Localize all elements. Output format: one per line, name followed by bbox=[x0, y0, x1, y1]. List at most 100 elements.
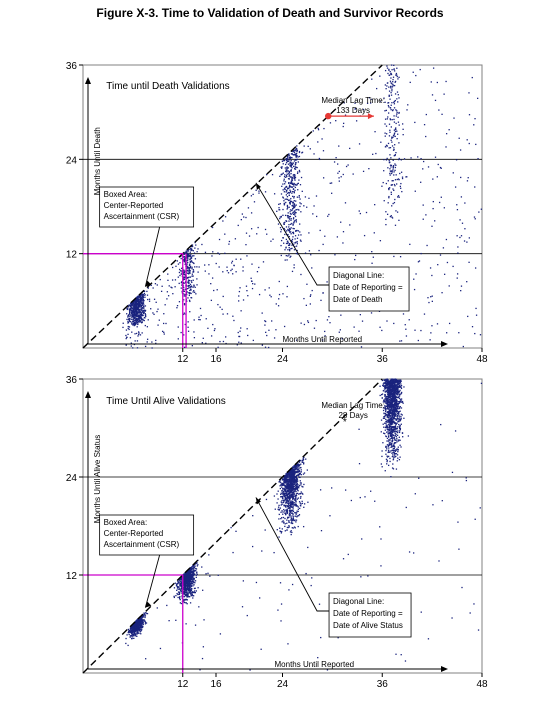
data-point bbox=[400, 340, 403, 342]
data-point bbox=[188, 292, 190, 294]
diagonal-text: Diagonal Line: bbox=[333, 271, 384, 280]
data-point bbox=[187, 321, 189, 323]
data-point bbox=[295, 503, 297, 505]
data-point bbox=[285, 474, 287, 476]
data-point bbox=[258, 190, 260, 192]
data-point bbox=[456, 235, 458, 237]
data-point bbox=[290, 500, 292, 502]
data-point bbox=[183, 251, 185, 254]
data-point bbox=[179, 598, 181, 601]
data-point bbox=[296, 492, 299, 495]
data-point bbox=[238, 290, 241, 293]
scatter-points bbox=[125, 378, 483, 671]
data-point bbox=[191, 574, 194, 577]
data-point bbox=[181, 595, 183, 597]
data-point bbox=[290, 182, 293, 185]
data-point bbox=[387, 116, 389, 118]
data-point bbox=[191, 345, 193, 347]
data-point bbox=[286, 494, 288, 497]
data-point bbox=[395, 115, 397, 117]
data-point bbox=[196, 565, 198, 567]
data-point bbox=[292, 510, 294, 512]
data-point bbox=[250, 277, 252, 279]
data-point bbox=[133, 324, 135, 327]
data-point bbox=[298, 209, 300, 211]
data-point bbox=[288, 526, 290, 528]
data-point bbox=[295, 521, 297, 523]
data-point bbox=[287, 496, 289, 498]
data-point bbox=[197, 271, 199, 273]
data-point bbox=[127, 325, 129, 328]
data-point bbox=[291, 208, 294, 210]
data-point bbox=[430, 296, 432, 298]
data-point bbox=[392, 188, 394, 190]
data-point bbox=[132, 312, 135, 314]
data-point bbox=[379, 100, 382, 102]
data-point bbox=[135, 298, 137, 301]
data-point bbox=[185, 591, 187, 593]
data-point bbox=[190, 258, 192, 260]
data-point bbox=[297, 230, 300, 232]
data-point bbox=[294, 467, 297, 470]
data-point bbox=[334, 254, 336, 256]
data-point bbox=[136, 628, 138, 630]
data-point bbox=[289, 157, 291, 159]
data-point bbox=[431, 325, 433, 327]
data-point bbox=[287, 198, 289, 201]
data-point bbox=[193, 584, 195, 586]
data-point bbox=[420, 252, 422, 255]
data-point bbox=[192, 570, 194, 572]
data-point bbox=[292, 501, 294, 503]
data-point bbox=[177, 588, 179, 590]
data-point bbox=[188, 276, 190, 278]
data-point bbox=[189, 579, 192, 581]
data-point bbox=[179, 584, 181, 586]
data-point bbox=[187, 584, 190, 586]
data-point bbox=[204, 270, 206, 272]
data-point bbox=[299, 184, 302, 186]
data-point bbox=[135, 307, 137, 309]
data-point bbox=[389, 154, 391, 156]
data-point bbox=[283, 227, 285, 230]
data-point bbox=[303, 503, 306, 505]
data-point bbox=[288, 194, 290, 197]
data-point bbox=[361, 320, 364, 322]
data-point bbox=[300, 491, 302, 493]
data-point bbox=[195, 590, 198, 592]
data-point bbox=[191, 249, 193, 251]
data-point bbox=[139, 304, 142, 306]
data-point bbox=[391, 88, 393, 90]
data-point bbox=[288, 230, 290, 232]
data-point bbox=[409, 81, 411, 84]
data-point bbox=[291, 494, 293, 496]
data-point bbox=[445, 133, 448, 135]
data-point bbox=[136, 347, 139, 349]
data-point bbox=[297, 189, 299, 191]
data-point bbox=[137, 624, 139, 627]
data-point bbox=[287, 229, 290, 231]
data-point bbox=[212, 251, 214, 253]
data-point bbox=[289, 531, 292, 533]
data-point bbox=[183, 303, 186, 305]
data-point bbox=[137, 621, 140, 623]
data-point bbox=[193, 290, 195, 292]
data-point bbox=[183, 253, 185, 256]
data-point bbox=[297, 463, 300, 465]
data-point bbox=[294, 465, 296, 467]
data-point bbox=[183, 282, 185, 284]
data-point bbox=[183, 600, 185, 602]
data-point bbox=[292, 183, 295, 186]
data-point bbox=[292, 502, 294, 504]
data-point bbox=[180, 587, 183, 589]
data-point bbox=[385, 88, 387, 90]
data-point bbox=[384, 398, 386, 400]
data-point bbox=[180, 602, 183, 605]
data-point bbox=[194, 241, 196, 244]
data-point bbox=[135, 332, 138, 335]
data-point bbox=[188, 576, 190, 578]
data-point bbox=[140, 298, 142, 300]
x-axis-arrowhead bbox=[441, 341, 448, 347]
data-point bbox=[287, 228, 289, 231]
data-point bbox=[290, 186, 293, 188]
data-point bbox=[139, 306, 141, 308]
